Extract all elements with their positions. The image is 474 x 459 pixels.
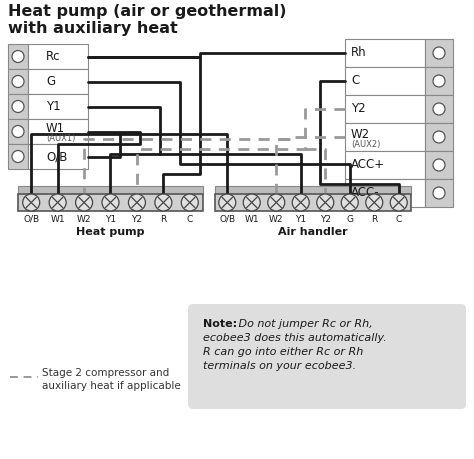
Text: O/B: O/B	[219, 215, 235, 224]
Text: Rc: Rc	[46, 50, 61, 63]
Text: C: C	[396, 215, 402, 224]
Text: O/B: O/B	[23, 215, 39, 224]
Text: C: C	[187, 215, 193, 224]
Text: auxiliary heat if applicable: auxiliary heat if applicable	[42, 381, 181, 391]
Bar	[345, 95, 425, 123]
Text: (AUX2): (AUX2)	[351, 140, 380, 149]
Text: Y1: Y1	[105, 215, 116, 224]
Text: W2: W2	[269, 215, 283, 224]
Text: O/B: O/B	[46, 150, 67, 163]
Circle shape	[366, 194, 383, 211]
Circle shape	[49, 194, 66, 211]
Bar	[215, 186, 411, 194]
Text: R can go into either Rc or Rh: R can go into either Rc or Rh	[203, 347, 363, 357]
Bar	[8, 119, 28, 144]
Text: W1: W1	[50, 215, 65, 224]
Bar	[28, 44, 88, 69]
Bar	[28, 144, 88, 169]
Bar	[28, 69, 88, 94]
Text: Do not jumper Rc or Rh,: Do not jumper Rc or Rh,	[235, 319, 373, 329]
Text: Y2: Y2	[351, 102, 365, 116]
Text: ACC-: ACC-	[351, 186, 380, 200]
Bar	[345, 151, 425, 179]
Bar	[8, 94, 28, 119]
Circle shape	[292, 194, 309, 211]
Circle shape	[12, 125, 24, 138]
Text: Heat pump: Heat pump	[76, 227, 145, 237]
Bar	[18, 186, 203, 194]
Bar	[8, 69, 28, 94]
Bar	[28, 119, 88, 144]
Text: G: G	[346, 215, 353, 224]
Circle shape	[433, 103, 445, 115]
Circle shape	[268, 194, 285, 211]
Bar	[425, 67, 453, 95]
Bar	[425, 39, 453, 67]
Bar	[425, 95, 453, 123]
Circle shape	[317, 194, 334, 211]
Bar	[345, 39, 425, 67]
Circle shape	[12, 50, 24, 62]
Circle shape	[75, 194, 92, 211]
Circle shape	[23, 194, 40, 211]
Circle shape	[433, 75, 445, 87]
Circle shape	[12, 75, 24, 88]
Text: terminals on your ecobee3.: terminals on your ecobee3.	[203, 361, 356, 371]
Text: Stage 2 compressor and: Stage 2 compressor and	[42, 368, 169, 378]
Text: (AUX1): (AUX1)	[46, 134, 75, 143]
Text: Note:: Note:	[203, 319, 237, 329]
Circle shape	[181, 194, 198, 211]
Bar	[345, 123, 425, 151]
Text: Y2: Y2	[131, 215, 142, 224]
Circle shape	[155, 194, 172, 211]
Text: Y2: Y2	[320, 215, 331, 224]
Text: W2: W2	[77, 215, 91, 224]
Text: with auxiliary heat: with auxiliary heat	[8, 21, 178, 36]
Circle shape	[433, 47, 445, 59]
Text: ecobee3 does this automatically.: ecobee3 does this automatically.	[203, 333, 387, 343]
Text: R: R	[371, 215, 377, 224]
Bar	[8, 144, 28, 169]
Circle shape	[12, 101, 24, 112]
Text: Heat pump (air or geothermal): Heat pump (air or geothermal)	[8, 4, 286, 19]
Text: C: C	[351, 74, 359, 88]
Bar	[28, 94, 88, 119]
Bar	[425, 123, 453, 151]
Text: ACC+: ACC+	[351, 158, 385, 172]
Circle shape	[219, 194, 236, 211]
Circle shape	[102, 194, 119, 211]
Circle shape	[128, 194, 146, 211]
Text: W1: W1	[245, 215, 259, 224]
Text: Y1: Y1	[295, 215, 306, 224]
Circle shape	[243, 194, 260, 211]
Bar	[215, 194, 411, 211]
Bar	[18, 194, 203, 211]
Text: R: R	[160, 215, 166, 224]
Circle shape	[433, 187, 445, 199]
Text: Rh: Rh	[351, 46, 366, 60]
Bar	[345, 179, 425, 207]
Bar	[425, 151, 453, 179]
Text: Air handler: Air handler	[278, 227, 348, 237]
Circle shape	[433, 159, 445, 171]
Text: W1: W1	[46, 122, 65, 135]
Circle shape	[390, 194, 407, 211]
Text: Y1: Y1	[46, 100, 61, 113]
Bar	[345, 67, 425, 95]
Circle shape	[12, 151, 24, 162]
FancyBboxPatch shape	[188, 304, 466, 409]
Bar	[425, 179, 453, 207]
Circle shape	[433, 131, 445, 143]
Circle shape	[341, 194, 358, 211]
Text: G: G	[46, 75, 55, 88]
Text: W2: W2	[351, 128, 370, 140]
Bar	[8, 44, 28, 69]
